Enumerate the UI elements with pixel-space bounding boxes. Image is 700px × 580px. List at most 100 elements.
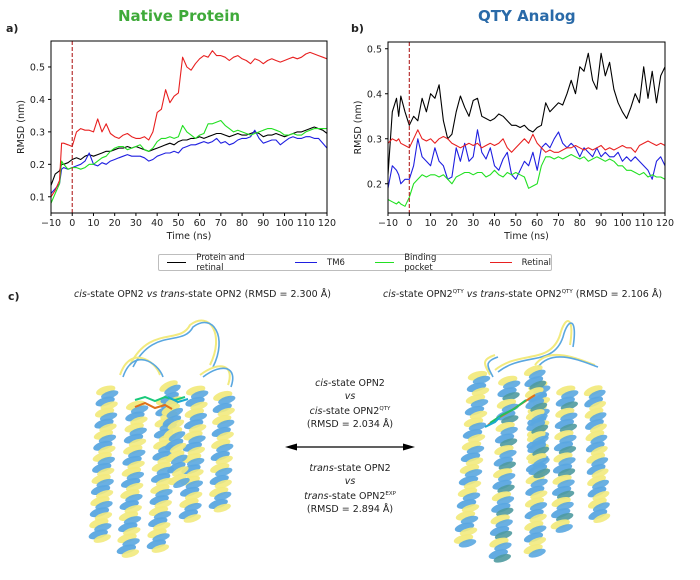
retinal-ligand <box>167 396 189 404</box>
y-tick-label: 0.4 <box>30 95 45 106</box>
helix-turn <box>559 423 578 433</box>
plot-area <box>388 52 665 207</box>
legend-label: Protein and retinal <box>196 252 245 273</box>
comparison-cis: cis-state OPN2 vs cis-state OPN2QTY (RMS… <box>290 377 410 431</box>
caption-text: (RMSD = 2.106 Å) <box>572 289 663 300</box>
helix-turn <box>586 452 606 464</box>
helix-turn <box>189 412 208 422</box>
x-tick-label: 60 <box>531 218 543 229</box>
helix-turn <box>123 516 142 525</box>
comparison-superscript: QTY <box>379 406 391 412</box>
comparison-text: -state OPN2 <box>327 378 385 389</box>
helix-turn <box>125 493 143 503</box>
helix-turn <box>216 431 234 441</box>
helix-turn <box>588 509 608 520</box>
helix-turn <box>524 387 544 399</box>
helix-turn <box>167 419 185 430</box>
retinal-ligand <box>484 416 501 428</box>
panel-a-label: a) <box>6 22 19 35</box>
y-tick-label: 0.5 <box>30 62 45 73</box>
x-tick-label: 30 <box>130 218 142 229</box>
helix-turn <box>526 420 546 432</box>
helix-turn <box>472 375 491 385</box>
helix-turn <box>162 415 182 427</box>
helix-turn <box>590 446 608 456</box>
helix-turn <box>524 376 544 388</box>
caption-italic: trans <box>160 289 185 300</box>
helix-turn <box>217 419 235 429</box>
helix-turn <box>121 549 140 558</box>
x-tick-label: −10 <box>378 218 398 229</box>
helix-turn <box>97 456 115 466</box>
panel-a-title: Native Protein <box>118 7 241 25</box>
helix-turn <box>495 519 513 528</box>
helix-turn <box>98 445 116 455</box>
comparison-italic: cis <box>309 406 323 417</box>
plot-frame <box>50 40 328 214</box>
series-line-protein-and-retinal <box>51 126 327 186</box>
helix-turn <box>184 502 202 512</box>
helix-turn <box>531 424 549 435</box>
helix-turn <box>97 467 115 477</box>
protein-loop <box>497 322 576 373</box>
helix-turn <box>173 477 190 489</box>
helix-turn <box>93 534 111 543</box>
x-tick-label: 110 <box>635 218 653 229</box>
helix-turn <box>524 497 545 508</box>
x-tick-label: 70 <box>215 218 227 229</box>
helix-turn <box>499 438 518 448</box>
legend-label: Binding pocket <box>404 252 437 273</box>
helix-turn <box>187 446 206 456</box>
helix-turn <box>525 485 545 496</box>
helix-turn <box>153 522 171 531</box>
protein-loop <box>534 354 596 366</box>
helix-turn <box>101 390 119 399</box>
helix-turn <box>591 468 609 479</box>
legend-swatch <box>489 262 512 263</box>
helix-turn <box>123 527 141 536</box>
y-tick-label: 0.3 <box>30 127 45 138</box>
helix-turn <box>159 380 178 392</box>
helix-turn <box>151 544 170 553</box>
helix-turn <box>528 537 547 546</box>
helix-turn <box>95 489 114 499</box>
x-tick-label: 120 <box>318 218 336 229</box>
helix-turn <box>186 457 205 467</box>
x-tick-label: 60 <box>194 218 206 229</box>
helix-turn <box>529 391 547 402</box>
helix-turn <box>125 482 144 492</box>
helix-turn <box>164 438 184 451</box>
legend-item-binding-pocket: Binding pocket <box>374 252 460 273</box>
retinal-ligand <box>134 401 173 410</box>
caption-superscript: QTY <box>452 289 464 295</box>
helix-turn <box>188 435 206 445</box>
plot-area <box>51 50 327 204</box>
helix-turn <box>461 504 480 513</box>
comparison-vs: vs <box>344 391 356 402</box>
helix-turn <box>124 505 142 514</box>
helix-turn <box>218 395 236 405</box>
protein-loop <box>129 319 218 366</box>
helix-turn <box>468 422 487 431</box>
protein-loop <box>119 356 161 376</box>
legend: Protein and retinal TM6 Binding pocket R… <box>158 252 552 273</box>
helix-turn <box>496 507 514 517</box>
helix-turn <box>592 491 610 501</box>
helix-turn <box>560 412 578 422</box>
caption-italic: vs <box>466 289 478 300</box>
comparison-text: -state OPN2 <box>322 406 380 417</box>
helix-turn <box>590 434 608 445</box>
x-tick-label: 0 <box>69 218 75 229</box>
helix-turn <box>470 399 489 408</box>
comparison-italic: trans <box>304 491 329 502</box>
helix-turn <box>584 396 604 408</box>
helix-turn <box>190 390 209 400</box>
x-tick-label: 10 <box>87 218 99 229</box>
comparison-superscript: EXP <box>385 491 396 497</box>
plot-frame <box>387 41 666 214</box>
helix-turn <box>471 387 490 396</box>
chart-native-protein: −10 0 10 20 30 40 50 60 70 80 90 100 110 120 0.1 0.2 0.3… <box>16 40 336 242</box>
helix-turn <box>153 511 172 520</box>
comparison-rmsd: (RMSD = 2.034 Å) <box>306 419 394 430</box>
series-line-binding-pocket <box>388 153 665 207</box>
